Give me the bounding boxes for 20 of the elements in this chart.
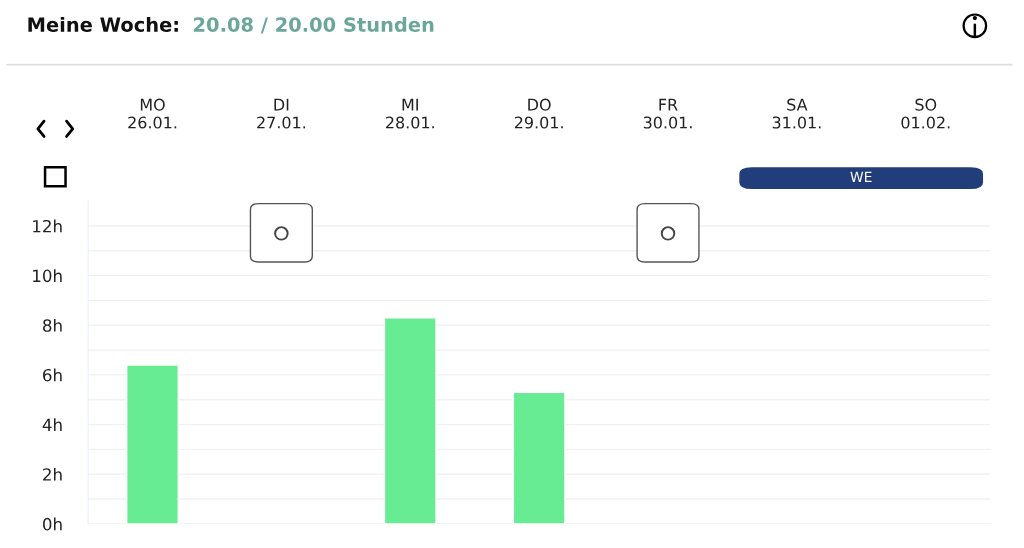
bar — [126, 364, 179, 524]
x-tick-label: DO 29.01. — [514, 98, 563, 129]
chart-title: Meine Woche: — [28, 16, 178, 32]
y-tick-label: 8h — [43, 318, 62, 332]
text: WE — [850, 171, 872, 182]
x-tick-label: SA 31.01. — [772, 98, 821, 129]
chart-subtitle: 20.08 / 20.00 Stunden — [194, 16, 434, 34]
y-tick-label: 2h — [43, 467, 62, 481]
bar — [383, 317, 437, 524]
y-tick-label: 4h — [42, 418, 62, 431]
x-tick-label: SO 01.02. — [901, 98, 950, 129]
y-tick-label: 12h — [33, 219, 62, 233]
y-tick-label: 6h — [43, 368, 62, 382]
x-tick-label: DI 27.01. — [257, 98, 306, 129]
y-tick-label: 10h — [33, 269, 62, 283]
x-tick-label: FR 30.01. — [643, 98, 692, 129]
x-tick-label: MO 26.01. — [128, 98, 177, 129]
x-tick-label: MI 28.01. — [386, 98, 434, 129]
y-tick-label: 0h — [43, 517, 62, 531]
bar — [512, 391, 566, 524]
